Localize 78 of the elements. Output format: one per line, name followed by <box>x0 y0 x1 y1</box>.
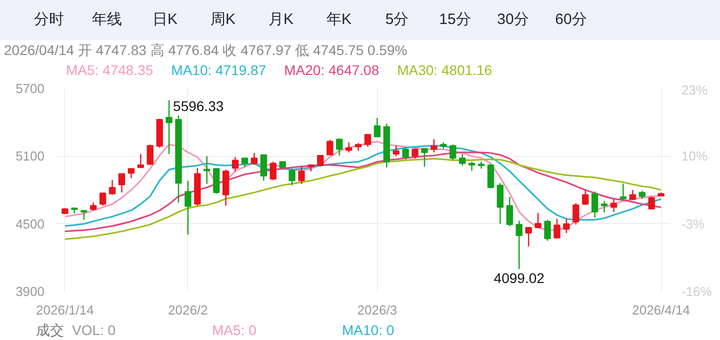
text: MA10: 4719.87 <box>171 62 266 78</box>
text: 30分 <box>496 10 530 30</box>
x-tick-label: 2026/3 <box>357 302 398 318</box>
candlestick <box>137 153 144 169</box>
candlestick <box>392 144 400 157</box>
candlestick <box>506 196 513 227</box>
text: 月K <box>267 10 294 30</box>
text: 分时 <box>33 10 65 30</box>
candlestick <box>620 183 627 201</box>
candlestick <box>591 190 598 218</box>
candlestick <box>222 169 230 206</box>
candlestick <box>534 212 542 229</box>
candlestick <box>364 134 372 148</box>
candlestick <box>374 117 381 138</box>
x-tick-label: 2026/1/14 <box>36 302 94 318</box>
text: MA30: 4801.16 <box>397 62 492 78</box>
candlestick <box>600 200 608 214</box>
text: MA20: 4647.08 <box>284 62 380 78</box>
candlestick <box>572 202 580 226</box>
candlestick <box>241 157 248 168</box>
y-tick-label: 5700 <box>16 81 44 96</box>
candlestick <box>298 166 305 184</box>
y-tick-label: 4500 <box>16 216 44 232</box>
candlestick <box>146 144 154 166</box>
text: 60分 <box>554 10 588 30</box>
candlestick <box>326 139 334 156</box>
candlestick <box>99 192 106 206</box>
text: 成交 <box>36 322 64 338</box>
candlestick <box>184 180 192 236</box>
text: MA5: 4748.35 <box>66 62 154 78</box>
candlestick <box>516 220 522 270</box>
candlestick <box>544 219 551 242</box>
candlestick <box>430 138 438 154</box>
candlestick <box>459 153 466 166</box>
candlestick <box>288 168 296 186</box>
text: 15分 <box>438 10 472 30</box>
annotation: 4099.02 <box>494 270 545 286</box>
candlestick <box>204 156 210 184</box>
candlestick <box>487 164 494 190</box>
candlestick <box>563 218 570 234</box>
text: MA10: 0 <box>342 321 396 340</box>
candlestick <box>336 138 343 156</box>
candlestick <box>128 168 135 179</box>
y-tick-label: 5100 <box>16 148 44 164</box>
x-tick-label: 2026/4/14 <box>632 302 690 318</box>
candlestick <box>421 148 428 168</box>
candlestick <box>260 154 267 182</box>
candlestick <box>582 189 589 206</box>
candlestick <box>402 147 409 160</box>
candlestick <box>610 198 618 212</box>
text: 年线 <box>91 10 123 30</box>
candlestick <box>213 168 220 194</box>
text: 日K <box>151 10 178 30</box>
line-series <box>64 158 662 240</box>
candlestick <box>166 100 172 155</box>
candlestick <box>450 144 456 161</box>
text: 年K <box>325 10 352 30</box>
x-tick-label: 2026/2 <box>168 302 208 318</box>
text: 5分 <box>384 10 410 30</box>
candlestick <box>496 182 504 224</box>
candlestick <box>554 218 560 240</box>
candlestick <box>412 148 418 160</box>
chart-subtitle: 2026/04/14 开 4747.83 高 4776.84 收 4767.97 低 4745.75 0.59% <box>3 41 408 60</box>
candlestick <box>118 173 126 194</box>
candlestick <box>345 142 352 154</box>
candlestick <box>250 152 258 166</box>
text: VOL: 0 <box>72 321 117 340</box>
annotation: 5596.33 <box>173 98 224 114</box>
candlestick <box>108 179 116 196</box>
candlestick <box>317 154 324 168</box>
candlestick <box>232 156 239 172</box>
y-tick-label: 3900 <box>16 284 44 299</box>
candlestick <box>648 196 655 210</box>
text: 周K <box>209 10 236 30</box>
text: MA5: 0 <box>212 321 258 340</box>
candlestick <box>270 161 276 181</box>
candlestick <box>525 226 532 247</box>
candlestick <box>80 210 88 220</box>
